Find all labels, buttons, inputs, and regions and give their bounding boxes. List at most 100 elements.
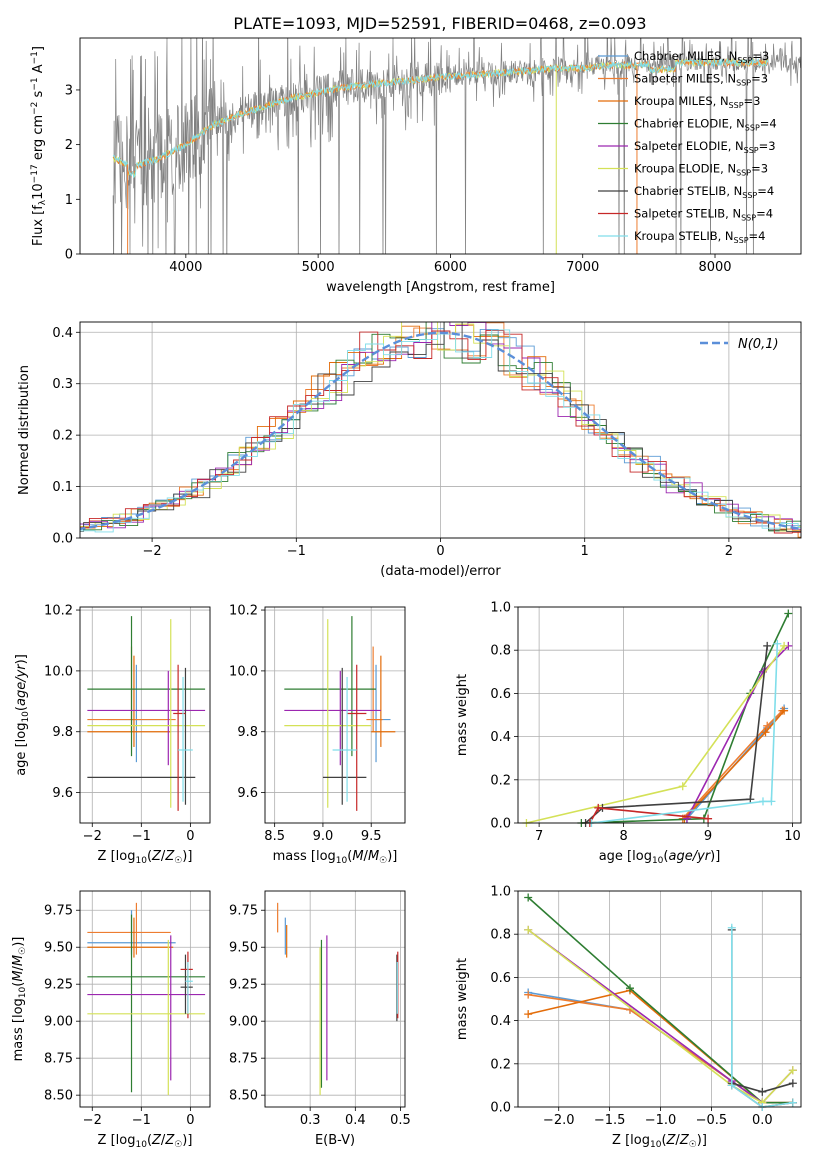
y-tick-label: 0 <box>65 248 73 263</box>
plot-frame <box>517 606 802 824</box>
y-tick-label: 0.0 <box>52 532 73 547</box>
y-axis-label: mass [log10(M/M☉)] <box>11 937 28 1062</box>
x-tick-label: −2 <box>83 1113 102 1128</box>
weight-marker <box>767 797 776 806</box>
y-tick-label: 10.0 <box>229 664 258 679</box>
y-tick-label: 0.4 <box>490 1014 511 1029</box>
weight-marker <box>761 728 770 737</box>
plot-frame <box>79 890 211 1108</box>
x-tick-label: −0.5 <box>696 1113 728 1128</box>
x-tick-label: 7000 <box>566 260 599 275</box>
x-tick-label: 0 <box>436 544 444 559</box>
hist-lines <box>80 322 801 538</box>
x-axis-label: Z [log10(Z/Z☉)] <box>98 849 193 866</box>
y-tick-label: 9.50 <box>229 941 258 956</box>
weight-line <box>581 613 790 824</box>
y-tick-label: 9.25 <box>229 978 258 993</box>
histogram-series <box>80 322 801 531</box>
y-tick-label: 0.2 <box>52 429 73 444</box>
observed-spectrum <box>112 38 801 254</box>
y-tick-label: 0.6 <box>490 971 511 986</box>
y-tick-label: 8.75 <box>44 1052 73 1067</box>
weight-marker <box>763 641 772 650</box>
plot-age-vs-mass: 8.5 9.0 9.5 9.6 9.8 10.0 10.2 mass [log10(M/M☉)… <box>229 604 406 866</box>
weight-line <box>730 927 794 1108</box>
plot-frame <box>79 321 802 539</box>
y-tick-label: 8.75 <box>229 1052 258 1067</box>
y-axis-label: mass weight <box>455 958 470 1040</box>
y-axis-label: age [log10(age/yr)] <box>14 654 31 776</box>
y-tick-label: 9.25 <box>44 978 73 993</box>
x-tick-label: −2 <box>83 829 102 844</box>
legend-label: Kroupa MILES, NSSP=3 <box>634 94 760 110</box>
weight-marker <box>758 797 767 806</box>
y-tick-label: 0.6 <box>490 687 511 702</box>
y-tick-label: 9.8 <box>237 725 258 740</box>
legend-gauss-label: N(0,1) <box>738 337 779 352</box>
histogram-series <box>80 329 801 533</box>
x-tick-label: −2 <box>143 544 162 559</box>
y-tick-label: 0.3 <box>52 377 73 392</box>
weight-line <box>526 645 785 824</box>
y-tick-label: 8.50 <box>229 1089 258 1104</box>
weight-marker <box>524 925 533 934</box>
plot-residuals: −2 −1 0 1 2 0.0 0.1 0.2 0.3 0.4 N(0,1) (data-model)… <box>17 321 802 579</box>
weight-marker <box>625 984 634 993</box>
x-axis-label: Z [log10(Z/Z☉)] <box>98 1133 193 1150</box>
y-tick-label: 2 <box>65 138 73 153</box>
weight-marker <box>780 706 789 715</box>
weight-marker <box>758 1087 767 1096</box>
weight-marker <box>727 923 736 932</box>
y-tick-label: 3 <box>65 83 73 98</box>
weight-marker <box>780 641 789 650</box>
y-tick-label: 9.8 <box>52 725 73 740</box>
x-axis-label: Z [log10(Z/Z☉)] <box>612 1133 707 1150</box>
y-tick-label: 9.00 <box>229 1015 258 1030</box>
x-tick-label: −2.0 <box>543 1113 575 1128</box>
weight-line <box>585 645 768 824</box>
y-tick-label: 10.0 <box>44 664 73 679</box>
histogram-series <box>80 330 801 534</box>
weight-marker <box>704 814 713 823</box>
weight-marker <box>784 609 793 618</box>
x-axis-label: mass [log10(M/M☉)] <box>273 849 398 866</box>
legend-label: Chabrier MILES, NSSP=3 <box>634 49 769 65</box>
weight-marker <box>763 721 772 730</box>
x-tick-label: 0 <box>186 1113 194 1128</box>
legend-label: Salpeter ELODIE, NSSP=3 <box>634 139 776 155</box>
y-tick-label: 0.2 <box>490 773 511 788</box>
y-tick-label: 1 <box>65 193 73 208</box>
x-axis-label: wavelength [Angstrom, rest frame] <box>326 280 555 295</box>
plot-mass-vs-Z: −2 −1 0 8.50 8.75 9.00 9.25 9.50 9.75 Z [log10(Z/… <box>11 890 211 1150</box>
plot-weight-vs-Z: −2.0 −1.5 −1.0 −0.5 0.0 0.0 0.2 0.4 0.6 0.8 1.0 Z [… <box>455 885 802 1150</box>
weight-marker <box>773 639 782 648</box>
weight-marker <box>524 990 533 999</box>
x-tick-label: 0 <box>186 829 194 844</box>
y-axis-label: Normed distribution <box>17 365 32 495</box>
weight-marker <box>524 1010 533 1019</box>
legend-label: Kroupa STELIB, NSSP=4 <box>634 229 765 245</box>
x-tick-label: 4000 <box>169 260 202 275</box>
x-tick-label: 8000 <box>698 260 731 275</box>
plot-frame <box>79 606 211 824</box>
x-tick-label: 6000 <box>434 260 467 275</box>
y-tick-label: 9.6 <box>52 786 73 801</box>
y-tick-label: 0.0 <box>490 1101 511 1116</box>
x-tick-label: 9.5 <box>361 829 382 844</box>
weight-marker <box>788 1066 797 1075</box>
plot-frame <box>264 606 406 824</box>
y-tick-label: 10.2 <box>229 604 258 619</box>
model-spectrum <box>112 58 769 179</box>
x-tick-label: 9 <box>704 829 712 844</box>
plot-weight-vs-age: 7 8 9 10 0.0 0.2 0.4 0.6 0.8 1.0 age [log10(age/yr… <box>455 601 802 866</box>
plot-age-vs-Z: −2 −1 0 9.6 9.8 10.0 10.2 Z [log10(Z/Z☉)] age [l… <box>14 604 211 866</box>
y-tick-label: 9.6 <box>237 786 258 801</box>
y-tick-label: 0.1 <box>52 480 73 495</box>
y-tick-label: 1.0 <box>490 601 511 616</box>
y-tick-label: 8.50 <box>44 1089 73 1104</box>
weight-marker <box>727 1081 736 1090</box>
legend-label: Chabrier ELODIE, NSSP=4 <box>634 117 777 133</box>
y-tick-label: 9.75 <box>229 904 258 919</box>
x-tick-label: 5000 <box>302 260 335 275</box>
